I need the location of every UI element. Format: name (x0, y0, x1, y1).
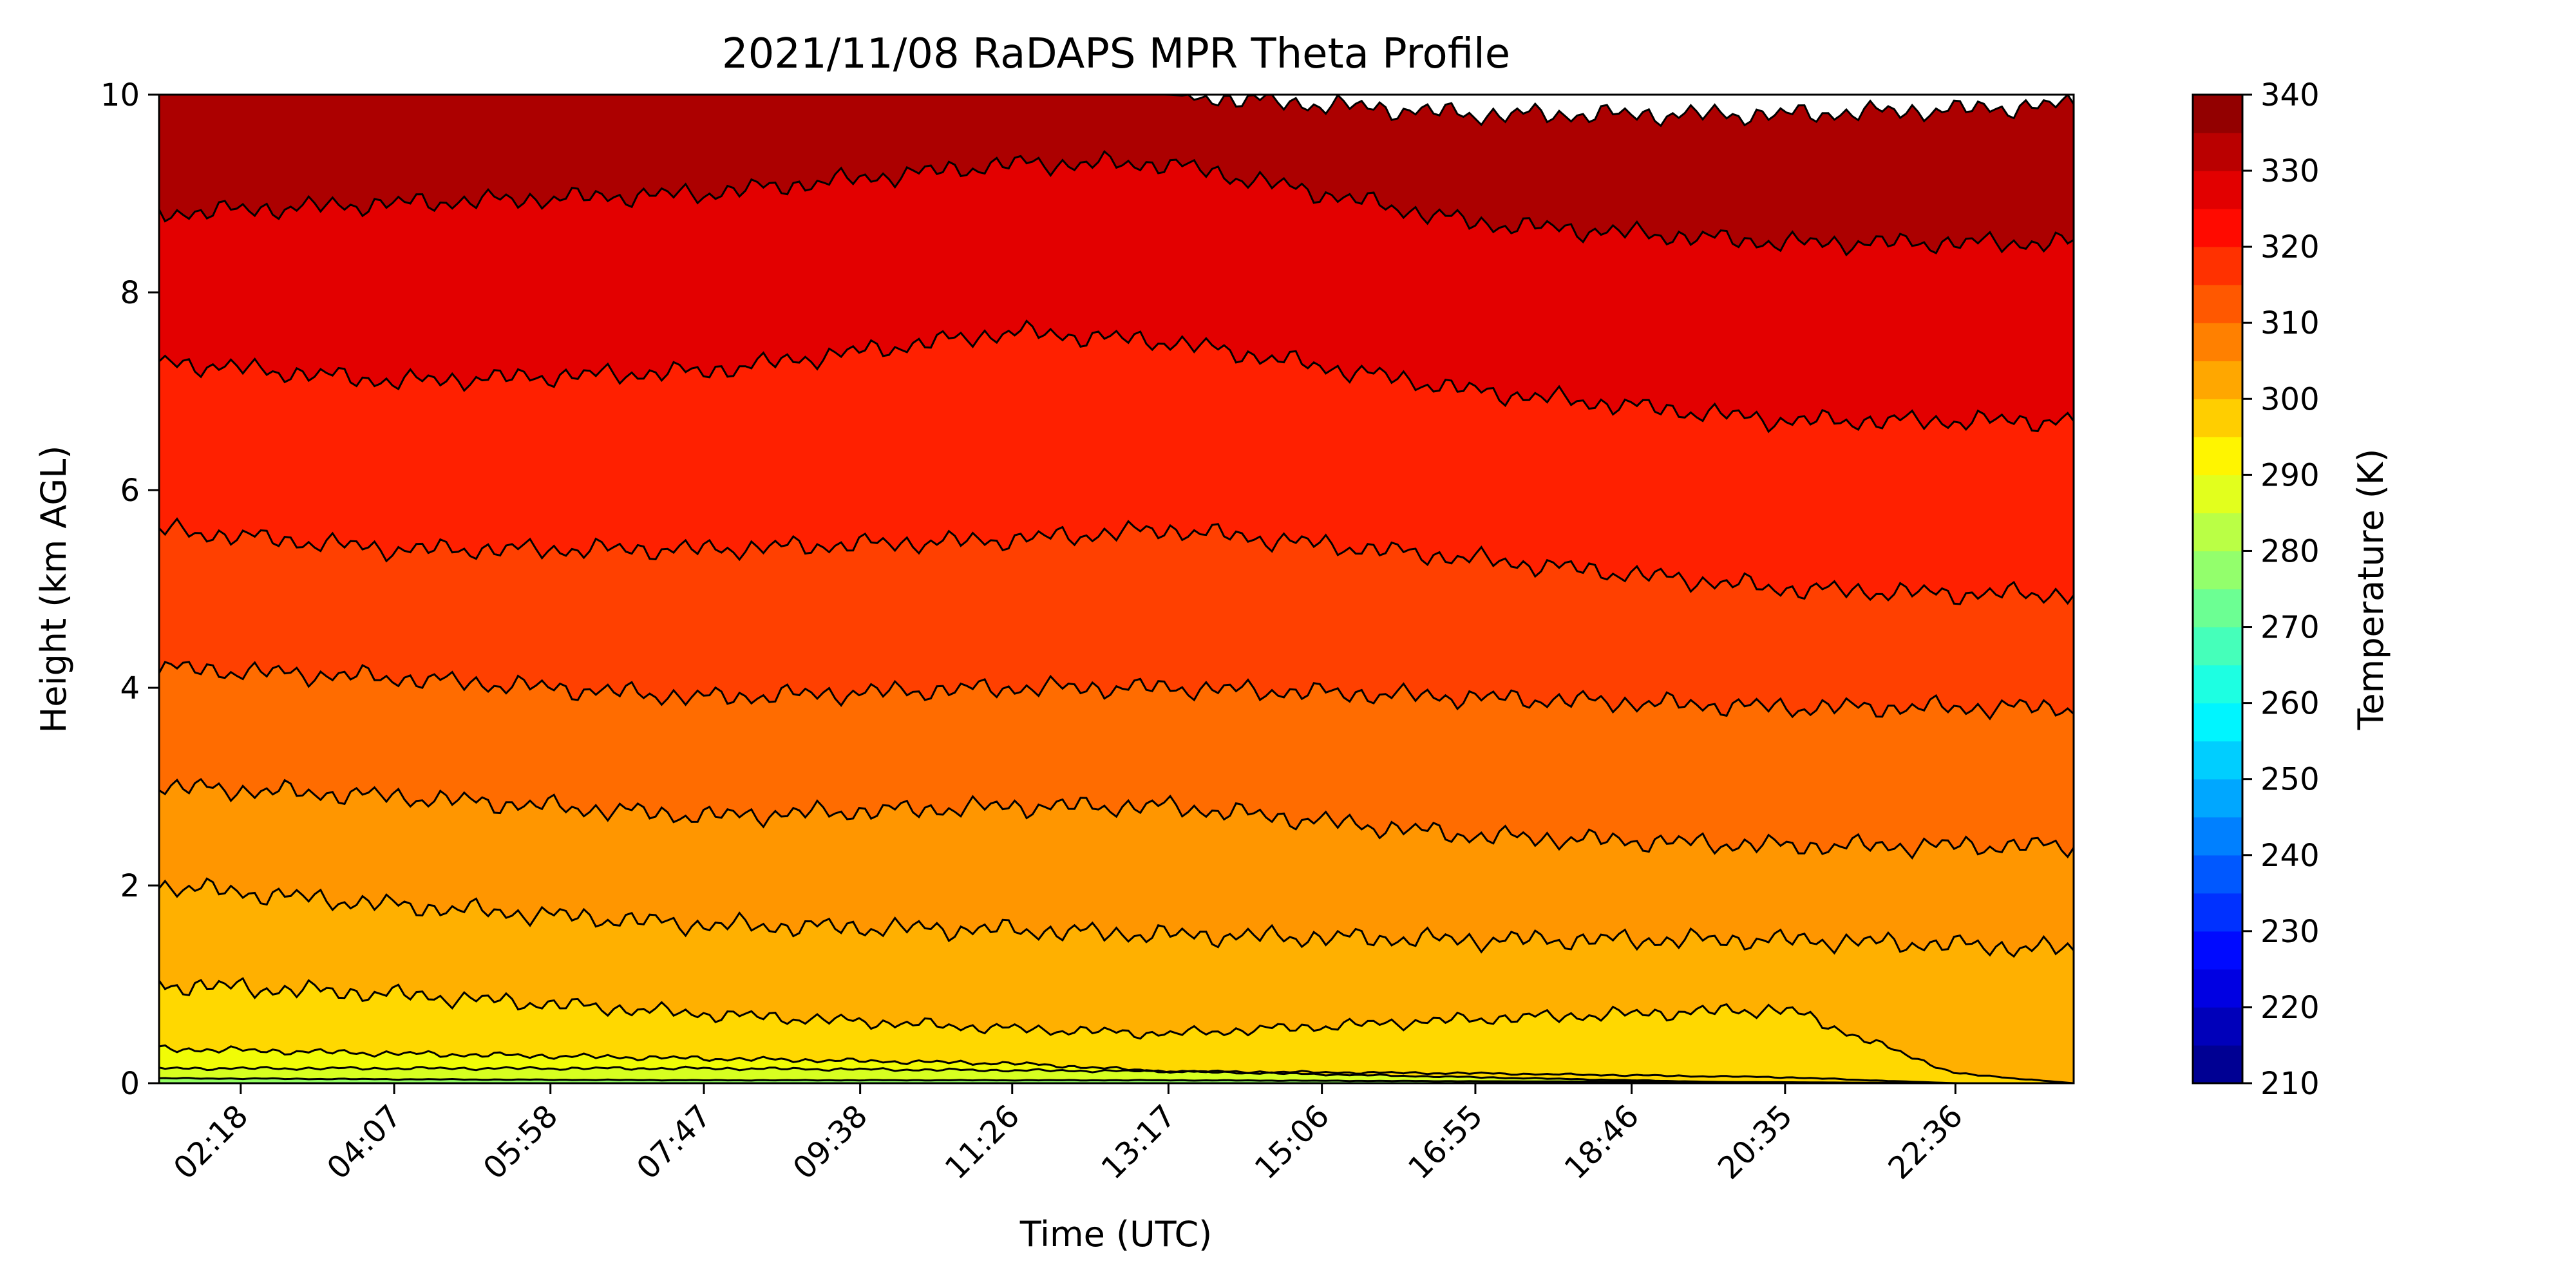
isentrope-band-295-300 (159, 1045, 2074, 1083)
colorbar-segment-260-265 (2193, 665, 2242, 704)
isentrope-line-330 (159, 319, 2074, 433)
colorbar-segment-215-220 (2193, 1007, 2242, 1046)
isentrope-line-340 (159, 95, 2074, 128)
colorbar-tick-label-230: 230 (2260, 914, 2320, 950)
colorbar-segment-300-305 (2193, 361, 2242, 399)
colorbar-segment-295-300 (2193, 399, 2242, 437)
isentrope-band-305-310 (159, 878, 2074, 1083)
plot-area (159, 95, 2074, 1083)
colorbar-tick-label-330: 330 (2260, 153, 2320, 189)
colorbar-tick-label-320: 320 (2260, 229, 2320, 265)
colorbar-segment-210-215 (2193, 1045, 2242, 1084)
colorbar-segment-240-245 (2193, 817, 2242, 856)
y-tick-label-2: 2 (120, 868, 140, 904)
isentrope-band-325-330 (159, 321, 2074, 604)
colorbar-segment-310-315 (2193, 285, 2242, 323)
y-tick-label-6: 6 (120, 473, 140, 509)
y-tick-label-4: 4 (120, 670, 140, 706)
colorbar-tick-label-270: 270 (2260, 610, 2320, 646)
chart-title: 2021/11/08 RaDAPS MPR Theta Profile (722, 30, 1510, 78)
colorbar-segment-220-225 (2193, 969, 2242, 1008)
colorbar-tick-label-280: 280 (2260, 533, 2320, 569)
colorbar-segment-305-310 (2193, 323, 2242, 361)
isentrope-line-layer (159, 95, 2074, 1083)
y-axis: 0 2 4 6 8 10 (100, 77, 159, 1102)
y-tick-label-0: 0 (120, 1066, 140, 1102)
colorbar-segment-255-260 (2193, 703, 2242, 742)
colorbar-segment-270-275 (2193, 589, 2242, 628)
y-axis-label: Height (km AGL) (33, 446, 74, 734)
isentrope-line-305 (159, 977, 2074, 1083)
plot-frame (158, 93, 2075, 1084)
colorbar-tick-label-300: 300 (2260, 381, 2320, 417)
colorbar-frame (2192, 93, 2244, 1084)
colorbar-tick-label-250: 250 (2260, 762, 2320, 798)
colorbar-segment-335-340 (2193, 95, 2242, 133)
colorbar-tick-label-260: 260 (2260, 686, 2320, 722)
colorbar-tick-label-240: 240 (2260, 838, 2320, 874)
colorbar-label: Temperature (K) (2351, 449, 2391, 731)
isentrope-line-315 (159, 777, 2074, 860)
isentrope-band-300-305 (159, 978, 2074, 1083)
colorbar-segment-265-270 (2193, 627, 2242, 666)
isentrope-band-320-325 (159, 518, 2074, 719)
colorbar-segment-225-230 (2193, 931, 2242, 970)
isentrope-line-310 (159, 877, 2074, 958)
isentrope-band-330-335 (159, 151, 2074, 432)
isentrope-line-295 (159, 1065, 2074, 1083)
colorbar-segment-290-295 (2193, 437, 2242, 475)
isentrope-band-335-340 (159, 95, 2074, 255)
y-tick-label-8: 8 (120, 275, 140, 311)
colorbar-segment-320-325 (2193, 209, 2242, 247)
colorbar: 210 220 230 240 250 260 270 280 290 300 310 320 330 3… (2192, 77, 2320, 1102)
colorbar-segment-250-255 (2193, 741, 2242, 780)
colorbar-segment-330-335 (2193, 133, 2242, 171)
colorbar-segment-275-280 (2193, 551, 2242, 590)
x-axis-label: Time (UTC) (1019, 1214, 1213, 1255)
colorbar-segment-245-250 (2193, 779, 2242, 818)
colorbar-tick-label-210: 210 (2260, 1066, 2320, 1102)
isentrope-line-325 (159, 517, 2074, 605)
isentrope-line-320 (159, 661, 2074, 721)
colorbar-segment-230-235 (2193, 893, 2242, 932)
colorbar-segment-325-330 (2193, 171, 2242, 209)
colorbar-tick-label-220: 220 (2260, 990, 2320, 1026)
isentrope-line-335 (159, 149, 2074, 257)
colorbar-segment-280-285 (2193, 513, 2242, 552)
isentrope-band-310-315 (159, 779, 2074, 957)
colorbar-segment-315-320 (2193, 247, 2242, 285)
colorbar-segment-285-290 (2193, 475, 2242, 514)
colorbar-tick-label-340: 340 (2260, 77, 2320, 113)
isentrope-band-315-320 (159, 661, 2074, 858)
colorbar-tick-label-310: 310 (2260, 305, 2320, 341)
y-tick-label-10: 10 (100, 77, 140, 113)
colorbar-segment-235-240 (2193, 855, 2242, 894)
colorbar-tick-label-290: 290 (2260, 457, 2320, 493)
